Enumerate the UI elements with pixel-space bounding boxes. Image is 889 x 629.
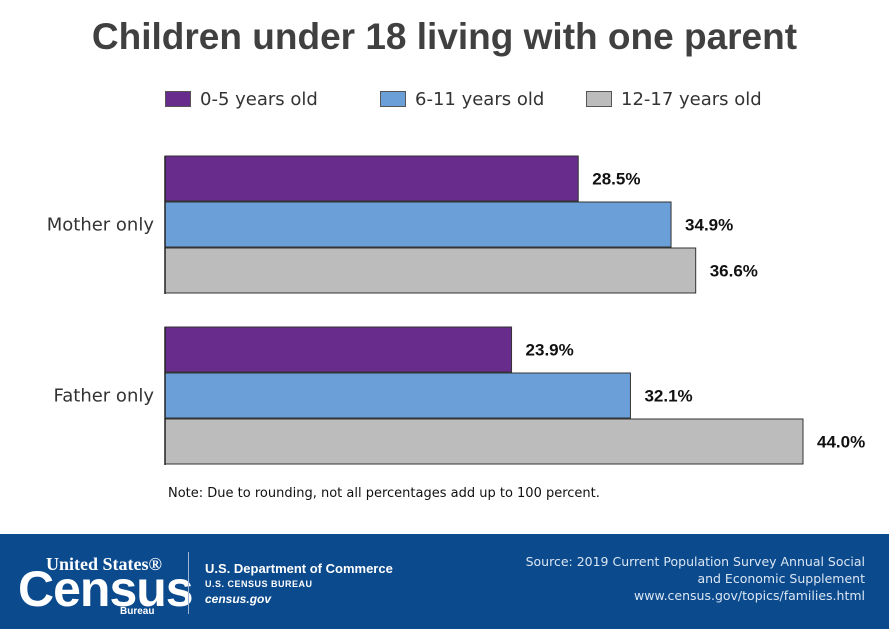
legend-label-0-5: 0-5 years old: [200, 88, 318, 110]
data-label-father-only-6-11-years-old: 32.1%: [644, 387, 692, 406]
legend-item-12-17: 12-17 years old: [586, 84, 762, 114]
data-label-mother-only-6-11-years-old: 34.9%: [685, 216, 733, 235]
data-label-father-only-12-17-years-old: 44.0%: [817, 433, 865, 452]
bar-chart: 28.5% 34.9% 36.6% Mother only 23.9% 32.1% 44.0…: [47, 155, 865, 465]
data-label-mother-only-12-17-years-old: 36.6%: [710, 262, 758, 281]
bar-mother-only-6-11-years-old: [164, 201, 672, 248]
census-logo[interactable]: Census: [18, 561, 194, 617]
legend-item-6-11: 6-11 years old: [380, 84, 544, 114]
legend-swatch-0-5: [165, 91, 191, 107]
chart-note: Note: Due to rounding, not all percentag…: [168, 486, 600, 501]
source-line-2: and Economic Supplement: [697, 571, 865, 586]
bar-mother-only-0-5-years-old: [164, 155, 579, 202]
website-link[interactable]: census.gov: [205, 592, 272, 606]
category-label-father-only: Father only: [54, 386, 155, 407]
legend-label-6-11: 6-11 years old: [415, 88, 545, 110]
bar-mother-only-12-17-years-old: [164, 247, 697, 294]
chart-title: Children under 18 living with one parent: [91, 16, 798, 57]
legend-swatch-6-11: [380, 91, 406, 107]
legend-label-12-17: 12-17 years old: [621, 88, 762, 110]
census-logo-bureau: Bureau: [120, 606, 155, 617]
bureau-name: U.S. CENSUS BUREAU: [205, 579, 313, 589]
legend: 0-5 years old 6-11 years old 12-17 years…: [0, 84, 889, 114]
bar-father-only-12-17-years-old: [164, 418, 804, 465]
legend-swatch-12-17: [586, 91, 612, 107]
source-line-3[interactable]: www.census.gov/topics/families.html: [634, 588, 865, 603]
data-label-mother-only-0-5-years-old: 28.5%: [592, 170, 640, 189]
bar-father-only-0-5-years-old: [164, 326, 513, 373]
data-label-father-only-0-5-years-old: 23.9%: [526, 341, 574, 360]
census-logo-top: United States®: [46, 554, 162, 574]
source-text: Source: 2019 Current Population Survey A…: [526, 553, 865, 604]
department-name: U.S. Department of Commerce: [205, 561, 393, 576]
category-label-mother-only: Mother only: [47, 215, 155, 236]
footer-divider: [188, 552, 189, 614]
bar-father-only-6-11-years-old: [164, 372, 631, 419]
footer-banner: United States® Census Bureau U.S. Depart…: [0, 534, 889, 629]
legend-item-0-5: 0-5 years old: [165, 84, 318, 114]
source-line-1: Source: 2019 Current Population Survey A…: [525, 554, 865, 569]
